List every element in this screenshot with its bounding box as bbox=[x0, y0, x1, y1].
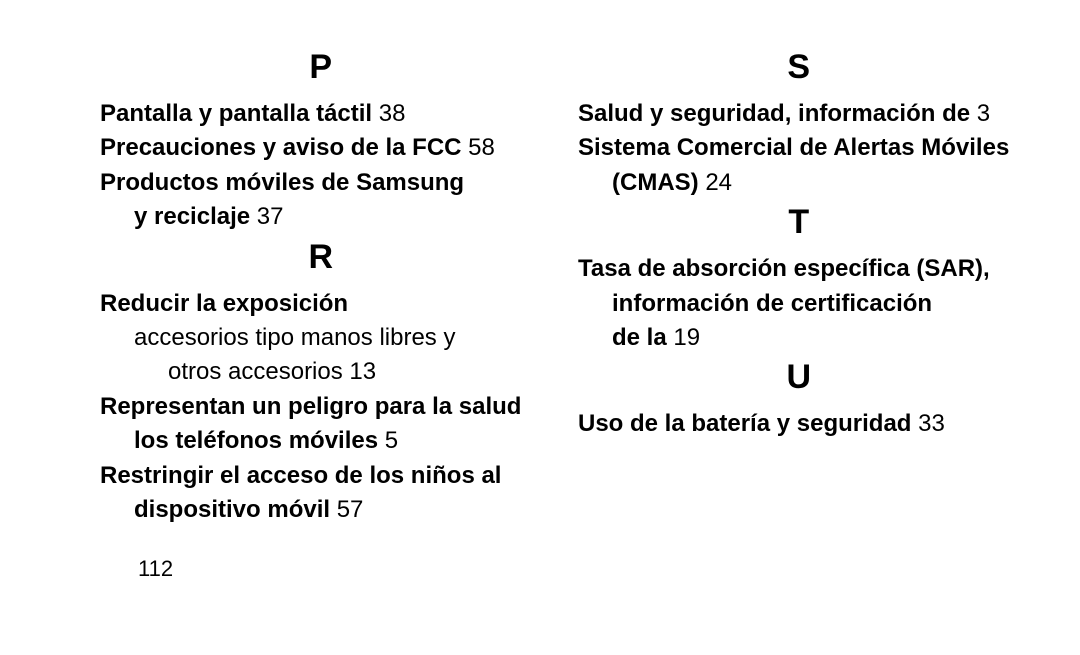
entry-productos-l2: y reciclaje 37 bbox=[100, 201, 542, 233]
entry-page: 5 bbox=[378, 427, 398, 454]
entry-representan-l2: los teléfonos móviles 5 bbox=[100, 425, 542, 457]
entry-reducir-sub2: otros accesorios 13 bbox=[100, 356, 542, 388]
entry-title: Pantalla y pantalla táctil bbox=[100, 100, 372, 127]
entry-title: información de certificación bbox=[612, 290, 932, 317]
index-column-left: P Pantalla y pantalla táctil 38 Precauci… bbox=[100, 46, 560, 635]
entry-cmas-l1: Sistema Comercial de Alertas Móviles bbox=[578, 132, 1020, 164]
entry-subtext: otros accesorios bbox=[168, 358, 343, 385]
entry-page: 33 bbox=[911, 410, 944, 437]
entry-title: (CMAS) bbox=[612, 169, 699, 196]
entry-representan-l1: Representan un peligro para la salud bbox=[100, 391, 542, 423]
letter-p: P bbox=[100, 50, 542, 84]
entry-title: Precauciones y aviso de la FCC bbox=[100, 134, 462, 161]
entry-page: 38 bbox=[372, 100, 405, 127]
letter-r: R bbox=[100, 240, 542, 274]
entry-tasa-l2: información de certificación bbox=[578, 288, 1020, 320]
entry-title: dispositivo móvil bbox=[134, 496, 330, 523]
entry-title: Productos móviles de Samsung bbox=[100, 169, 464, 196]
index-column-right: S Salud y seguridad, información de 3 Si… bbox=[560, 46, 1020, 635]
entry-restringir-l2: dispositivo móvil 57 bbox=[100, 494, 542, 526]
index-page: P Pantalla y pantalla táctil 38 Precauci… bbox=[0, 0, 1080, 655]
entry-page: 3 bbox=[970, 100, 990, 127]
entry-title: Sistema Comercial de Alertas Móviles bbox=[578, 134, 1009, 161]
entry-page: 57 bbox=[330, 496, 363, 523]
entry-reducir: Reducir la exposición bbox=[100, 288, 542, 320]
entry-productos-l1: Productos móviles de Samsung bbox=[100, 167, 542, 199]
entry-precauciones: Precauciones y aviso de la FCC 58 bbox=[100, 132, 542, 164]
entry-uso: Uso de la batería y seguridad 33 bbox=[578, 408, 1020, 440]
entry-cmas-l2: (CMAS) 24 bbox=[578, 167, 1020, 199]
entry-salud: Salud y seguridad, información de 3 bbox=[578, 98, 1020, 130]
entry-title: Salud y seguridad, información de bbox=[578, 100, 970, 127]
entry-tasa-l3: de la 19 bbox=[578, 322, 1020, 354]
letter-t: T bbox=[578, 205, 1020, 239]
entry-restringir-l1: Restringir el acceso de los niños al bbox=[100, 460, 542, 492]
entry-title: los teléfonos móviles bbox=[134, 427, 378, 454]
entry-title: y reciclaje bbox=[134, 203, 250, 230]
entry-page: 19 bbox=[667, 324, 700, 351]
entry-page: 24 bbox=[699, 169, 732, 196]
entry-page: 13 bbox=[343, 358, 376, 385]
letter-s: S bbox=[578, 50, 1020, 84]
letter-u: U bbox=[578, 360, 1020, 394]
entry-title: Reducir la exposición bbox=[100, 290, 348, 317]
entry-title: Restringir el acceso de los niños al bbox=[100, 462, 501, 489]
entry-title: Tasa de absorción específica (SAR), bbox=[578, 255, 990, 282]
entry-tasa-l1: Tasa de absorción específica (SAR), bbox=[578, 253, 1020, 285]
entry-title: Representan un peligro para la salud bbox=[100, 393, 521, 420]
entry-title: de la bbox=[612, 324, 667, 351]
entry-title: Uso de la batería y seguridad bbox=[578, 410, 911, 437]
entry-reducir-sub1: accesorios tipo manos libres y bbox=[100, 322, 542, 354]
entry-page: 37 bbox=[250, 203, 283, 230]
page-number: 112 bbox=[100, 556, 542, 582]
entry-pantalla: Pantalla y pantalla táctil 38 bbox=[100, 98, 542, 130]
entry-subtext: accesorios tipo manos libres y bbox=[134, 324, 455, 351]
entry-page: 58 bbox=[462, 134, 495, 161]
